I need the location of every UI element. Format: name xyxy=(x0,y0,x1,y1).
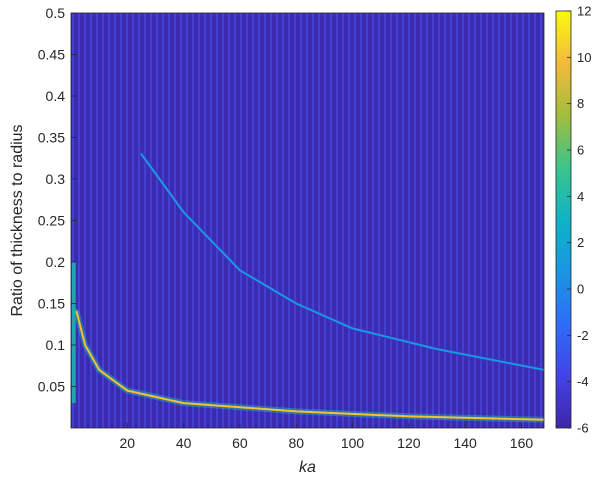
plot-area xyxy=(70,12,545,429)
x-tick-label: 60 xyxy=(232,435,248,451)
colorbar-ticks: -6 -4 -2 0 2 4 6 8 10 12 xyxy=(567,4,591,436)
colorbar-tick-label: -2 xyxy=(577,328,589,343)
y-tick-label: 0.05 xyxy=(38,379,65,395)
y-tick-label: 0.4 xyxy=(46,88,66,104)
y-axis-label: Ratio of thickness to radius xyxy=(9,124,26,316)
colorbar-tick-label: 0 xyxy=(577,282,584,297)
colorbar-tick-label: 12 xyxy=(577,4,591,19)
x-tick-label: 20 xyxy=(120,435,136,451)
oscillation-texture xyxy=(71,13,544,428)
x-axis-label: ka xyxy=(299,459,316,476)
y-tick-label: 0.25 xyxy=(38,213,65,229)
y-tick-label: 0.15 xyxy=(38,296,65,312)
colorbar-tick-label: 6 xyxy=(577,143,584,158)
colorbar-gradient xyxy=(555,10,572,429)
colorbar-tick-label: -4 xyxy=(577,374,589,389)
x-axis-ticks: 20 40 60 80 100 120 140 160 xyxy=(120,423,534,451)
colorbar-tick-label: 10 xyxy=(577,50,591,65)
x-tick-label: 100 xyxy=(341,435,365,451)
colorbar: -6 -4 -2 0 2 4 6 8 10 12 xyxy=(555,4,591,436)
colorbar-tick-label: 8 xyxy=(577,96,584,111)
y-tick-label: 0.35 xyxy=(38,130,65,146)
ridge-line xyxy=(75,310,544,421)
ridge-line xyxy=(140,153,544,371)
x-tick-label: 140 xyxy=(453,435,477,451)
y-axis-ticks: 0.05 0.1 0.15 0.2 0.25 0.3 0.35 0.4 0.45 0.5 xyxy=(38,5,76,395)
y-tick-label: 0.1 xyxy=(46,337,66,353)
x-tick-label: 120 xyxy=(397,435,421,451)
colorbar-tick-label: 4 xyxy=(577,189,584,204)
colorbar-tick-label: 2 xyxy=(577,235,584,250)
x-tick-label: 80 xyxy=(288,435,304,451)
y-tick-label: 0.5 xyxy=(46,5,66,21)
x-tick-label: 160 xyxy=(510,435,534,451)
heatmap-features xyxy=(71,151,544,423)
x-tick-label: 40 xyxy=(176,435,192,451)
colorbar-tick-label: -6 xyxy=(577,421,589,436)
y-tick-label: 0.3 xyxy=(46,171,66,187)
y-tick-label: 0.2 xyxy=(46,254,66,270)
y-tick-label: 0.45 xyxy=(38,47,65,63)
